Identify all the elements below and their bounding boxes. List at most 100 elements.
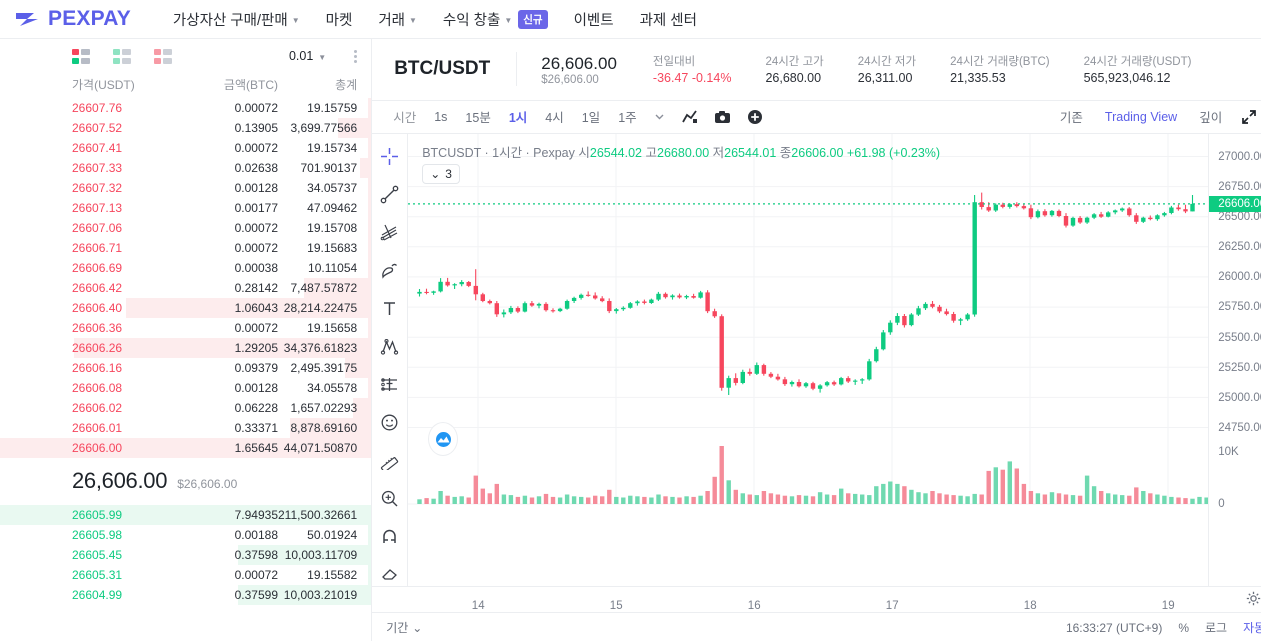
volume-tick: 0 <box>1218 498 1225 511</box>
orderbook-row[interactable]: 26607.06 0.00072 19.15708 <box>0 218 372 238</box>
orderbook-row[interactable]: 26606.36 0.00072 19.15658 <box>0 318 372 338</box>
bar-count-chip[interactable]: ⌄ 3 <box>422 164 460 185</box>
brand-name: PEXPAY <box>48 7 131 30</box>
orderbook-row[interactable]: 26607.33 0.02638 701.90137 <box>0 158 372 178</box>
legend-high-label: 고 <box>645 146 658 161</box>
row-price: 26606.40 <box>72 301 123 315</box>
orderbook-bids-icon[interactable] <box>113 48 132 64</box>
view-original[interactable]: 기존 <box>1059 111 1083 126</box>
nav-label: 이벤트 <box>573 12 614 29</box>
ticker-divider <box>516 52 518 87</box>
gear-icon[interactable] <box>1246 591 1261 609</box>
long-short-position-icon[interactable] <box>378 372 402 396</box>
nav-item-trade[interactable]: 거래 ▼ <box>378 9 417 30</box>
chevron-down-icon: ▼ <box>291 15 300 25</box>
more-vertical-icon[interactable] <box>354 49 358 63</box>
nav-item-market[interactable]: 마켓 <box>326 9 353 30</box>
orderbook-row[interactable]: 26607.13 0.00177 47.09462 <box>0 198 372 218</box>
orderbook-row[interactable]: 26605.98 0.00188 50.01924 <box>0 525 372 545</box>
zoom-in-icon[interactable] <box>378 486 402 510</box>
orderbook-row[interactable]: 26606.00 1.65645 44,071.50870 <box>0 438 372 458</box>
eraser-icon[interactable] <box>378 562 402 586</box>
orderbook-toolbar: 0.01 ▼ <box>0 39 371 73</box>
orderbook-row[interactable]: 26604.99 0.37599 10,003.21019 <box>0 585 372 605</box>
chart-status-bar: 기간 ⌄ 16:33:27 (UTC+9) % 로그 자동 <box>372 612 1261 641</box>
view-depth[interactable]: 깊이 <box>1199 111 1223 126</box>
view-tradingview[interactable]: Trading View <box>1104 109 1178 124</box>
orderbook-row[interactable]: 26606.16 0.09379 2,495.39175 <box>0 358 372 378</box>
orderbook-both-icon[interactable] <box>72 48 91 64</box>
tick-size-selector[interactable]: 0.01 ▼ <box>289 49 326 63</box>
chart-canvas <box>408 134 1209 505</box>
ticker-pair[interactable]: BTC/USDT <box>394 58 491 80</box>
orderbook-row[interactable]: 26606.71 0.00072 19.15683 <box>0 238 372 258</box>
nav-item-task-center[interactable]: 과제 센터 <box>640 9 697 30</box>
candlestick-plot[interactable]: BTCUSDT · 1시간 · Pexpay 시26544.02 고26680.… <box>408 134 1209 587</box>
volume-indicator-badge[interactable] <box>428 422 459 457</box>
orderbook-row[interactable]: 26606.02 0.06228 1,657.02293 <box>0 398 372 418</box>
price-axis[interactable]: 27000.00 26750.00 26500.00 26250.00 26000.00… <box>1208 134 1261 587</box>
nav-item-earn[interactable]: 수익 창출 ▼ 신규 <box>443 9 548 30</box>
row-total: 3,699.77566 <box>290 121 358 135</box>
row-amount: 0.33371 <box>234 421 278 435</box>
timeframe-15m[interactable]: 15분 <box>465 111 491 126</box>
crosshair-icon[interactable] <box>378 144 402 168</box>
emoji-icon[interactable] <box>378 410 402 434</box>
orderbook-row[interactable]: 26605.99 7.94935 211,500.32661 <box>0 505 372 525</box>
row-amount: 0.00072 <box>234 321 278 335</box>
time-axis[interactable]: 14 15 16 17 18 19 <box>372 586 1261 612</box>
row-total: 28,214.22475 <box>283 301 358 315</box>
brush-icon[interactable] <box>378 258 402 282</box>
volume-tick: 10K <box>1218 446 1239 459</box>
row-price: 26606.16 <box>72 361 123 375</box>
orderbook-asks-icon[interactable] <box>154 48 173 64</box>
nav-item-buy-sell[interactable]: 가상자산 구매/판매 ▼ <box>173 9 300 30</box>
orderbook-row[interactable]: 26605.45 0.37598 10,003.11709 <box>0 545 372 565</box>
timeframe-1s[interactable]: 1s <box>434 109 448 124</box>
row-price: 26606.01 <box>72 421 123 435</box>
auto-scale-toggle[interactable]: 자동 <box>1243 621 1261 636</box>
measure-icon[interactable] <box>378 448 402 472</box>
orderbook-row[interactable]: 26606.01 0.33371 8,878.69160 <box>0 418 372 438</box>
fib-retracement-icon[interactable] <box>378 220 402 244</box>
orderbook-row[interactable]: 26605.31 0.00072 19.15582 <box>0 565 372 585</box>
row-price: 26605.98 <box>72 528 123 542</box>
timeframe-4h[interactable]: 4시 <box>545 111 564 126</box>
indicator-add-icon[interactable] <box>739 109 771 125</box>
row-amount: 0.00188 <box>234 528 278 542</box>
orderbook-row[interactable]: 26606.08 0.00128 34.05578 <box>0 378 372 398</box>
bid-rows: 26605.99 7.94935 211,500.32661 26605.98 0.00… <box>0 505 372 605</box>
log-scale-toggle[interactable]: 로그 <box>1205 621 1228 636</box>
timeframe-1d[interactable]: 1일 <box>581 111 601 126</box>
row-price: 26607.33 <box>72 161 123 175</box>
row-amount: 0.00072 <box>234 221 278 235</box>
orderbook-row[interactable]: 26607.52 0.13905 3,699.77566 <box>0 118 372 138</box>
orderbook-row[interactable]: 26606.26 1.29205 34,376.61823 <box>0 338 372 358</box>
new-badge: 신규 <box>518 9 548 29</box>
nav-item-events[interactable]: 이벤트 <box>574 9 614 30</box>
orderbook-row[interactable]: 26607.32 0.00128 34.05737 <box>0 178 372 198</box>
orderbook-row[interactable]: 26606.40 1.06043 28,214.22475 <box>0 298 372 318</box>
pitchfork-icon[interactable] <box>378 334 402 358</box>
row-price: 26606.71 <box>72 241 123 255</box>
period-selector[interactable]: 기간 ⌄ <box>386 619 422 636</box>
chevron-down-icon[interactable] <box>646 111 673 122</box>
timeframe-1h[interactable]: 1시 <box>508 111 528 126</box>
magnet-icon[interactable] <box>378 524 402 548</box>
trend-line-icon[interactable] <box>378 182 402 206</box>
row-price: 26606.02 <box>72 401 123 415</box>
stat-change: 전일대비 -36.47 -0.14% <box>653 54 732 85</box>
timeframe-1w[interactable]: 1주 <box>618 111 637 126</box>
text-icon[interactable] <box>378 296 402 320</box>
orderbook-row[interactable]: 26606.69 0.00038 10.11054 <box>0 258 372 278</box>
chart-type-icon[interactable] <box>673 109 706 124</box>
fullscreen-icon[interactable] <box>1233 109 1261 125</box>
percent-scale-toggle[interactable]: % <box>1178 620 1190 635</box>
orderbook-row[interactable]: 26606.42 0.28142 7,487.57872 <box>0 278 372 298</box>
stat-value: -36.47 -0.14% <box>652 70 732 85</box>
orderbook-row[interactable]: 26607.76 0.00072 19.15759 <box>0 98 372 118</box>
orderbook-row[interactable]: 26607.41 0.00072 19.15734 <box>0 138 372 158</box>
brand-logo[interactable]: PEXPAY <box>14 7 131 31</box>
camera-icon[interactable] <box>706 110 739 124</box>
legend-open: 26544.02 <box>589 146 643 161</box>
